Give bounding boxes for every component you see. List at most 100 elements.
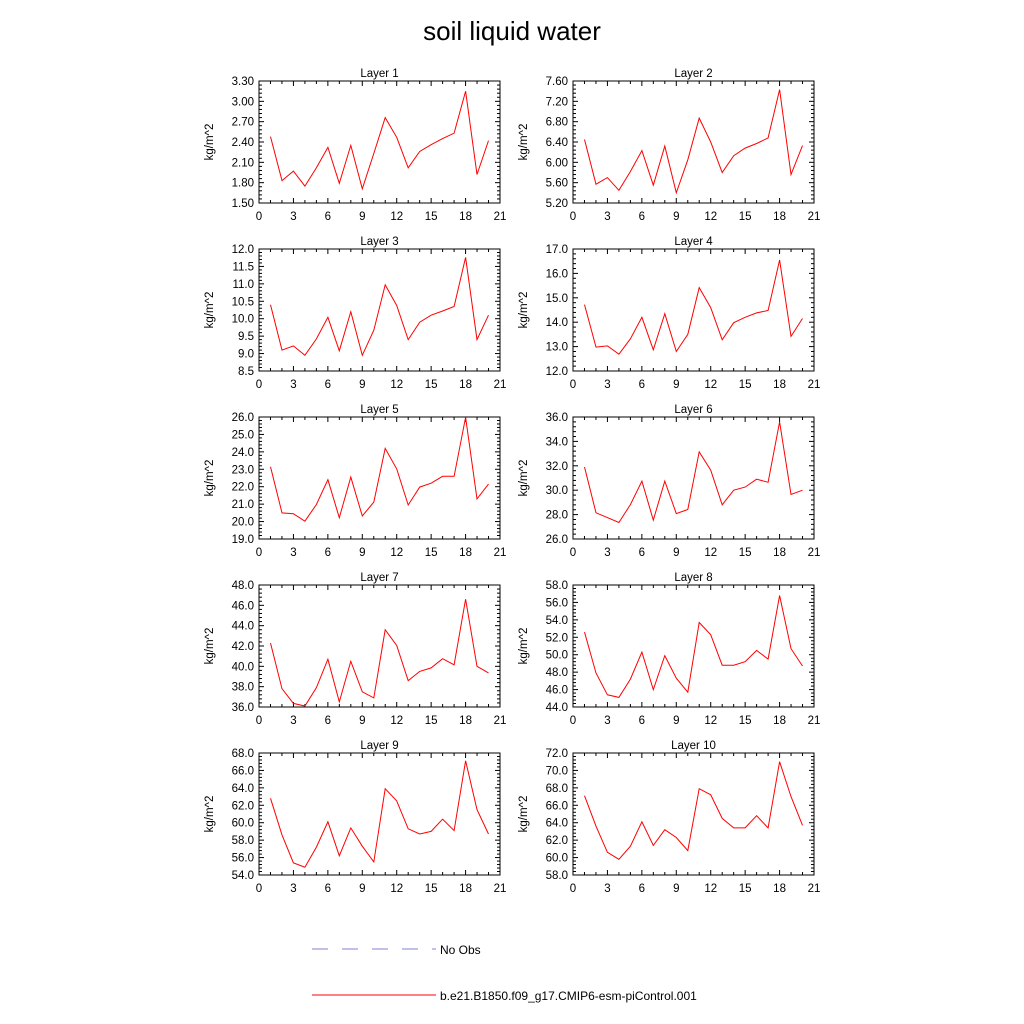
chart-8-xtick-label: 3 [604,715,610,727]
chart-10-ytick-label: 66.0 [546,800,568,812]
chart-5-ytick-label: 20.0 [232,517,254,529]
chart-3-ytick-label: 10.5 [232,296,254,308]
chart-1-xtick-label: 0 [256,211,262,223]
chart-9-xtick-label: 6 [325,883,331,895]
chart-7-ytick-label: 40.0 [232,661,254,673]
chart-1-xtick-label: 21 [494,211,507,223]
chart-4-xtick-label: 12 [704,379,717,391]
chart-5-xtick-label: 9 [359,547,365,559]
chart-10-xtick-label: 9 [673,883,679,895]
chart-6-xtick-label: 0 [570,547,576,559]
chart-3-xtick-label: 18 [459,379,472,391]
chart-1-ytick-label: 2.70 [232,117,254,129]
chart-6-ytick-label: 30.0 [546,485,568,497]
chart-2-xtick-label: 21 [808,211,821,223]
chart-8-ytick-label: 46.0 [546,685,568,697]
chart-2-panel: Layer 2 kg/m^2 0 3 6 9 12 15 18 21 5.20 5.60 6.00 6.4… [518,68,820,223]
chart-8-xtick-label: 0 [570,715,576,727]
chart-4-frame [572,248,815,372]
chart-2-xtick-label: 3 [604,211,610,223]
chart-10-frame [572,752,815,876]
chart-9-ylabel: kg/m^2 [204,796,216,833]
chart-7-ytick-label: 48.0 [232,580,254,592]
chart-10-xtick-label: 6 [639,883,645,895]
chart-1-series-1-line [270,91,489,191]
chart-7-frame [258,584,501,708]
panels: Layer 1 kg/m^2 0 3 6 9 12 15 18 21 1.50 1.80 2.10 2.4… [204,68,820,895]
chart-2-title: Layer 2 [674,68,712,80]
chart-8-ytick-label: 50.0 [546,650,568,662]
chart-3-xtick-label: 6 [325,379,331,391]
chart-3-xtick-label: 3 [290,379,296,391]
chart-1-xtick-label: 18 [459,211,472,223]
chart-1-ytick-label: 3.30 [232,76,254,88]
chart-8-ytick-label: 44.0 [546,702,568,714]
legend: No Obs b.e21.B1850.f09_g17.CMIP6-esm-piC… [312,943,697,1003]
chart-5-panel: Layer 5 kg/m^2 0 3 6 9 12 15 18 21 19.0 20.0 21.0 22.… [204,404,506,559]
chart-9-title: Layer 9 [360,740,398,752]
chart-2-ytick-label: 5.20 [546,198,568,210]
chart-1-title: Layer 1 [360,68,398,80]
chart-5-frame [258,416,501,540]
chart-5-ytick-label: 24.0 [232,447,254,459]
chart-6-xtick-label: 12 [704,547,717,559]
chart-5-xtick-label: 21 [494,547,507,559]
chart-10-xtick-label: 18 [773,883,786,895]
chart-10-panel: Layer 10 kg/m^2 0 3 6 9 12 15 18 21 58.0 60.0 62.0 64… [518,740,820,895]
chart-6-panel: Layer 6 kg/m^2 0 3 6 9 12 15 18 21 26.0 28.0 30.0 32.… [518,404,820,559]
chart-9-ytick-label: 54.0 [232,870,254,882]
chart-10-ytick-label: 64.0 [546,818,568,830]
chart-4-series-1-line [584,259,803,355]
chart-8-xtick-label: 21 [808,715,821,727]
chart-4-ylabel: kg/m^2 [518,292,530,329]
chart-4-xtick-label: 18 [773,379,786,391]
chart-3-ytick-label: 11.0 [232,279,254,291]
chart-3-xtick-label: 15 [425,379,438,391]
chart-4-xtick-label: 21 [808,379,821,391]
chart-1-ytick-label: 1.50 [232,198,254,210]
chart-3-xtick-label: 0 [256,379,262,391]
chart-6-xtick-label: 9 [673,547,679,559]
chart-9-ytick-label: 62.0 [232,800,254,812]
chart-1-xtick-label: 12 [390,211,403,223]
chart-4-ytick-label: 12.0 [546,366,568,378]
chart-5-xtick-label: 15 [425,547,438,559]
chart-8-xtick-label: 18 [773,715,786,727]
chart-8-ylabel: kg/m^2 [518,628,530,665]
chart-10-title: Layer 10 [671,740,716,752]
chart-5-xtick-label: 3 [290,547,296,559]
chart-9-xtick-label: 18 [459,883,472,895]
chart-7-ytick-label: 44.0 [232,621,254,633]
chart-8-xtick-label: 15 [739,715,752,727]
chart-9-ytick-label: 60.0 [232,818,254,830]
chart-3-xtick-label: 9 [359,379,365,391]
chart-6-series-1-line [584,421,803,524]
chart-7-xtick-label: 18 [459,715,472,727]
chart-1-ytick-label: 3.00 [232,96,254,108]
chart-2-xtick-label: 6 [639,211,645,223]
chart-8-ytick-label: 48.0 [546,667,568,679]
chart-2-xtick-label: 12 [704,211,717,223]
chart-7-xtick-label: 9 [359,715,365,727]
chart-2-ylabel: kg/m^2 [518,124,530,161]
chart-1-panel: Layer 1 kg/m^2 0 3 6 9 12 15 18 21 1.50 1.80 2.10 2.4… [204,68,506,223]
chart-7-ytick-label: 42.0 [232,641,254,653]
chart-5-title: Layer 5 [360,404,398,416]
chart-2-ytick-label: 7.60 [546,76,568,88]
chart-6-ytick-label: 32.0 [546,461,568,473]
chart-6-ylabel: kg/m^2 [518,460,530,497]
chart-2-xtick-label: 9 [673,211,679,223]
chart-5-xtick-label: 12 [390,547,403,559]
chart-10-xtick-label: 12 [704,883,717,895]
chart-1-ylabel: kg/m^2 [204,124,216,161]
chart-3-ytick-label: 11.5 [232,261,254,273]
chart-10-ytick-label: 68.0 [546,783,568,795]
chart-10-xtick-label: 3 [604,883,610,895]
chart-3-title: Layer 3 [360,236,398,248]
chart-10-xtick-label: 15 [739,883,752,895]
legend-no-obs-label: No Obs [440,943,481,957]
chart-2-ytick-label: 6.00 [546,157,568,169]
chart-8-xtick-label: 9 [673,715,679,727]
chart-7-xtick-label: 15 [425,715,438,727]
